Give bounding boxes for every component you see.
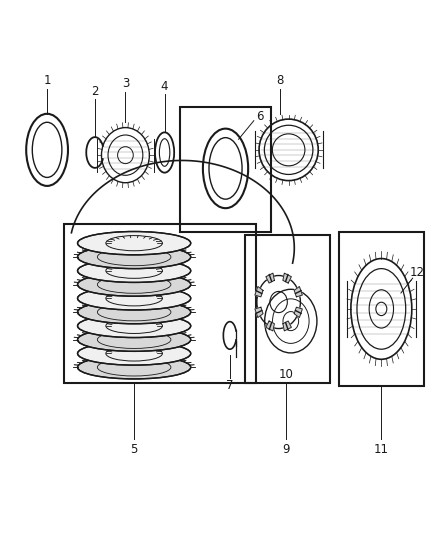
Polygon shape bbox=[266, 273, 274, 283]
Ellipse shape bbox=[78, 342, 191, 365]
Text: 8: 8 bbox=[276, 75, 284, 87]
Bar bbox=[180, 108, 271, 232]
Bar bbox=[339, 232, 424, 386]
Polygon shape bbox=[283, 273, 291, 283]
Text: 3: 3 bbox=[122, 77, 129, 90]
Polygon shape bbox=[255, 307, 263, 318]
Text: 9: 9 bbox=[283, 443, 290, 456]
Ellipse shape bbox=[78, 328, 191, 351]
Text: 7: 7 bbox=[226, 379, 233, 392]
Text: 2: 2 bbox=[91, 85, 99, 98]
Bar bbox=[64, 224, 256, 383]
Text: 11: 11 bbox=[374, 443, 389, 456]
Ellipse shape bbox=[78, 287, 191, 310]
Text: 5: 5 bbox=[131, 443, 138, 456]
Text: 1: 1 bbox=[43, 75, 51, 87]
Ellipse shape bbox=[78, 231, 191, 255]
Ellipse shape bbox=[78, 245, 191, 269]
Ellipse shape bbox=[78, 314, 191, 337]
Polygon shape bbox=[294, 287, 302, 297]
Text: 4: 4 bbox=[161, 80, 168, 93]
Bar bbox=[245, 235, 330, 383]
Polygon shape bbox=[294, 307, 302, 318]
Text: 12: 12 bbox=[410, 266, 424, 279]
Ellipse shape bbox=[78, 301, 191, 324]
Text: 10: 10 bbox=[279, 368, 294, 381]
Text: 6: 6 bbox=[256, 110, 263, 123]
Ellipse shape bbox=[78, 259, 191, 282]
Ellipse shape bbox=[78, 356, 191, 379]
Polygon shape bbox=[255, 287, 263, 297]
Ellipse shape bbox=[78, 273, 191, 296]
Polygon shape bbox=[283, 321, 291, 331]
Polygon shape bbox=[266, 321, 274, 331]
